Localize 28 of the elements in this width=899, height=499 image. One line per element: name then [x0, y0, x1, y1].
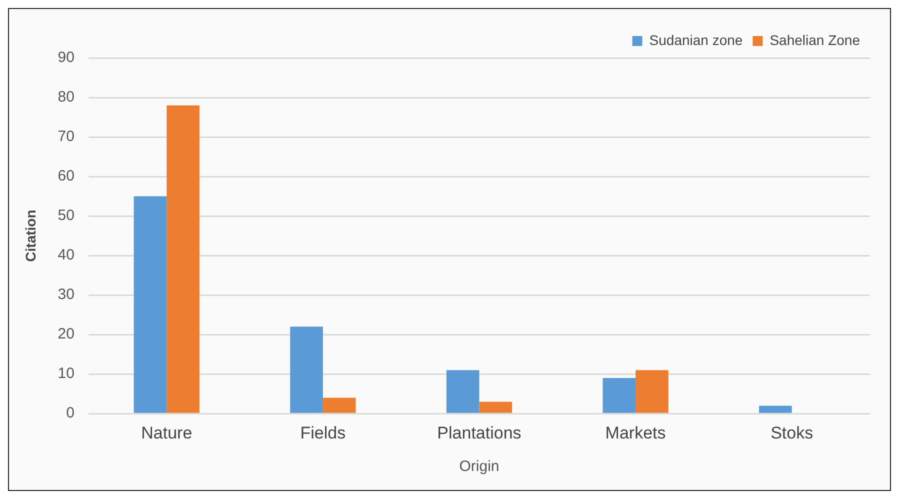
- y-tick-label: 70: [58, 128, 74, 146]
- y-tick-label: 90: [58, 49, 74, 66]
- bar: [290, 326, 323, 413]
- bar: [602, 378, 636, 413]
- x-tick-label: Stoks: [770, 423, 814, 442]
- x-tick-label: Plantations: [437, 423, 522, 442]
- y-tick-label: 10: [58, 365, 74, 382]
- y-tick-label: 80: [58, 88, 74, 106]
- bar: [479, 402, 512, 413]
- bar: [322, 398, 356, 413]
- y-tick-label: 30: [58, 286, 74, 304]
- y-tick-label: 60: [58, 168, 74, 185]
- bar: [636, 370, 668, 413]
- bar: [446, 370, 480, 413]
- y-tick-label: 0: [66, 404, 74, 422]
- x-tick-label: Fields: [300, 423, 346, 442]
- bar: [759, 406, 792, 413]
- bar: [134, 196, 167, 413]
- bar: [166, 105, 200, 413]
- y-tick-label: 40: [58, 246, 74, 264]
- legend-label: Sahelian Zone: [770, 32, 860, 48]
- y-axis-title: Citation: [22, 210, 38, 262]
- x-axis-title: Origin: [459, 458, 500, 476]
- y-tick-label: 20: [58, 326, 74, 343]
- legend-label: Sudanian zone: [649, 32, 743, 48]
- x-tick-label: Markets: [605, 423, 666, 442]
- x-tick-label: Nature: [141, 423, 192, 442]
- y-tick-label: 50: [58, 207, 74, 224]
